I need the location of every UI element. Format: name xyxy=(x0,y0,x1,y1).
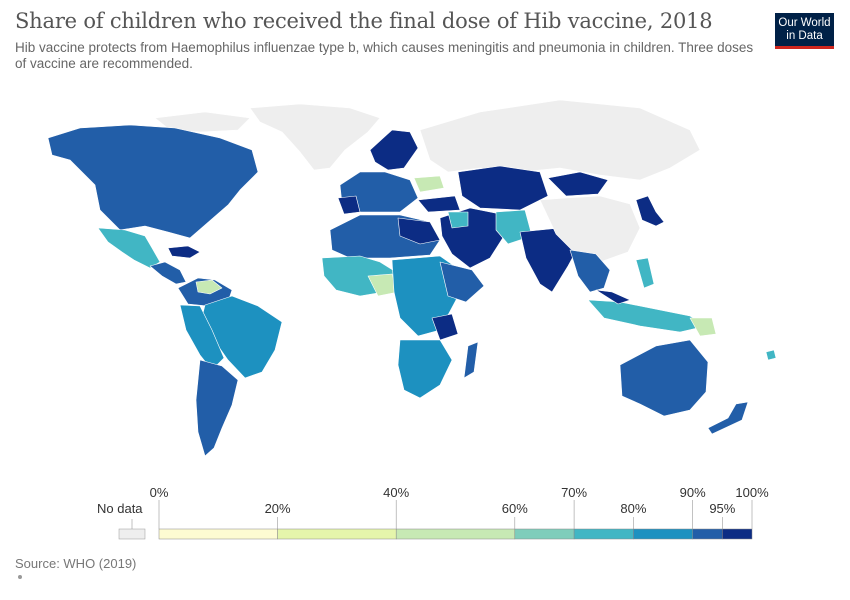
region-libya-egypt[interactable] xyxy=(397,217,441,245)
region-iberia[interactable] xyxy=(337,195,361,215)
footer-dot xyxy=(18,575,22,579)
chart-title: Share of children who received the final… xyxy=(15,9,713,33)
legend-bin-3[interactable] xyxy=(514,528,575,540)
legend-tick-label-2: 40% xyxy=(383,485,409,500)
map-regions xyxy=(47,99,777,457)
legend-tick-label-8: 100% xyxy=(735,485,769,500)
region-malaysia[interactable] xyxy=(595,289,631,305)
region-venezuela-small[interactable] xyxy=(195,279,223,295)
legend-bins xyxy=(158,528,753,540)
legend-bin-6[interactable] xyxy=(692,528,723,540)
region-madagascar[interactable] xyxy=(463,341,479,379)
region-peru-bolivia[interactable] xyxy=(179,304,225,371)
region-southern-africa[interactable] xyxy=(397,339,453,399)
legend-tick-label-3: 60% xyxy=(502,501,528,516)
region-greenland[interactable] xyxy=(249,103,381,171)
legend-bin-5[interactable] xyxy=(633,528,693,540)
legend-bin-1[interactable] xyxy=(277,528,397,540)
legend-tick-label-5: 80% xyxy=(620,501,646,516)
logo-line-1: Our World xyxy=(778,17,831,29)
legend-no-data-swatch[interactable] xyxy=(118,528,146,540)
legend-ticks: 0% 20% 40% 60% 70% 80% 90%95%100% xyxy=(150,485,769,529)
region-indonesia[interactable] xyxy=(587,299,707,333)
legend-bin-2[interactable] xyxy=(395,528,516,540)
region-russia[interactable] xyxy=(419,99,701,181)
owid-logo[interactable]: Our World in Data xyxy=(775,13,834,49)
legend-tick-label-4: 70% xyxy=(561,485,587,500)
region-pacific-islands[interactable] xyxy=(765,349,777,361)
legend-tick-label-0: 0% xyxy=(150,485,169,500)
region-china[interactable] xyxy=(539,195,641,263)
region-kazakhstan-central-asia[interactable] xyxy=(457,165,549,211)
legend-tick-label-7: 95% xyxy=(709,501,735,516)
legend-tick-label-6: 90% xyxy=(680,485,706,500)
legend-tick-label-1: 20% xyxy=(265,501,291,516)
region-east-africa[interactable] xyxy=(439,261,485,303)
logo-accent-bar xyxy=(775,46,834,49)
region-papua[interactable] xyxy=(689,317,717,337)
region-caribbean[interactable] xyxy=(167,245,201,259)
region-central-america[interactable] xyxy=(149,261,187,285)
legend-bin-0[interactable] xyxy=(158,528,278,540)
legend-no-data-label: No data xyxy=(97,501,143,516)
chart-subtitle: Hib vaccine protects from Haemophilus in… xyxy=(15,40,754,71)
region-ukraine[interactable] xyxy=(413,175,445,193)
legend-bin-7[interactable] xyxy=(722,528,753,540)
region-argentina-chile[interactable] xyxy=(195,359,239,457)
source-note[interactable]: Source: WHO (2019) xyxy=(15,556,137,571)
region-australia[interactable] xyxy=(619,339,709,417)
region-mexico[interactable] xyxy=(97,227,161,269)
color-legend: No data 0% 20% 40% 60% 70% 80% 90%95%100% xyxy=(97,485,769,540)
legend-bin-4[interactable] xyxy=(573,528,634,540)
region-indochina[interactable] xyxy=(569,249,611,293)
region-philippines[interactable] xyxy=(635,257,655,289)
logo-line-2: in Data xyxy=(786,29,823,42)
region-tanzania[interactable] xyxy=(431,313,459,341)
region-iraq-syria[interactable] xyxy=(447,211,469,229)
region-mongolia[interactable] xyxy=(547,171,609,197)
region-scandinavia[interactable] xyxy=(369,129,419,171)
region-north-america[interactable] xyxy=(47,124,259,239)
region-korea-japan[interactable] xyxy=(635,195,665,227)
region-turkey[interactable] xyxy=(417,195,461,213)
region-new-zealand[interactable] xyxy=(707,401,749,435)
